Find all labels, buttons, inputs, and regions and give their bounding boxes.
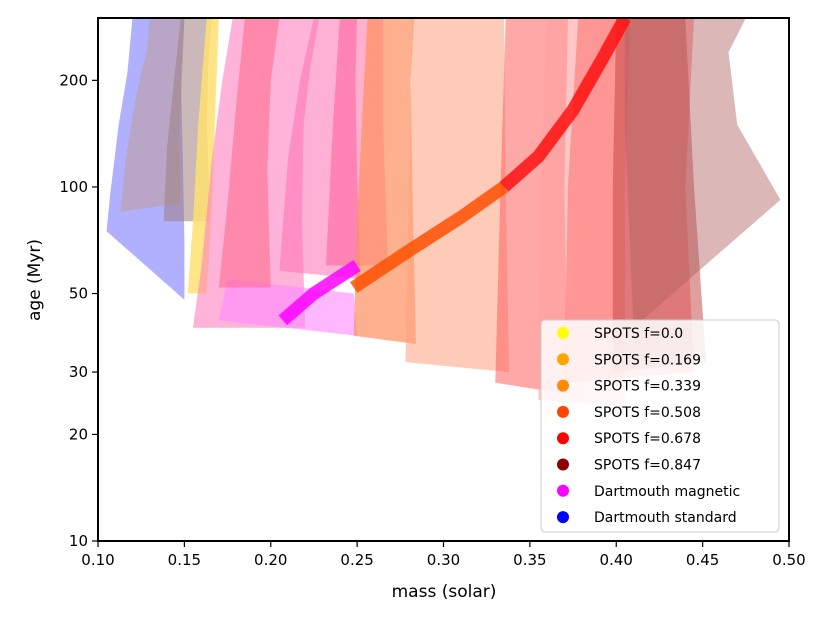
legend-marker bbox=[557, 511, 569, 524]
legend-marker bbox=[557, 432, 569, 445]
band-darkred-1 bbox=[612, 18, 707, 373]
legend-marker bbox=[557, 405, 569, 418]
legend-label: SPOTS f=0.508 bbox=[594, 405, 701, 421]
series-line-3 bbox=[499, 18, 631, 192]
legend-label: SPOTS f=0.678 bbox=[594, 431, 701, 447]
legend-label: SPOTS f=0.169 bbox=[594, 352, 701, 368]
legend-marker bbox=[557, 458, 569, 471]
x-axis-label: mass (solar) bbox=[392, 582, 497, 602]
legend-label: SPOTS f=0.0 bbox=[594, 326, 683, 342]
y-axis: 10 20 30 50 100 200 bbox=[59, 71, 98, 550]
x-tick-label: 0.10 bbox=[81, 551, 114, 569]
track-layer bbox=[278, 18, 631, 326]
y-tick-label: 100 bbox=[59, 178, 88, 196]
x-axis: 0.10 0.15 0.20 0.25 0.30 0.35 0.40 0.45 0.50 bbox=[81, 541, 806, 569]
x-tick-label: 0.25 bbox=[340, 551, 373, 569]
y-tick-label: 20 bbox=[69, 425, 88, 443]
legend-marker bbox=[557, 379, 569, 392]
x-tick-label: 0.15 bbox=[168, 551, 201, 569]
legend-label: SPOTS f=0.339 bbox=[594, 379, 701, 395]
x-tick-label: 0.40 bbox=[600, 551, 633, 569]
series-line-1 bbox=[278, 260, 361, 326]
x-tick-label: 0.20 bbox=[254, 551, 287, 569]
legend-marker bbox=[557, 327, 569, 339]
band-yellow bbox=[187, 18, 219, 294]
band-pink-2 bbox=[279, 18, 361, 279]
y-tick-label: 30 bbox=[69, 363, 88, 381]
legend-label: SPOTS f=0.847 bbox=[594, 458, 701, 474]
legend-label: Dartmouth standard bbox=[594, 510, 737, 526]
x-tick-label: 0.30 bbox=[427, 551, 460, 569]
legend: SPOTS f=0.0 SPOTS f=0.169 SPOTS f=0.339 SPO… bbox=[540, 319, 780, 533]
x-tick-label: 0.50 bbox=[772, 551, 805, 569]
band-brown-2 bbox=[624, 18, 781, 328]
y-tick-label: 200 bbox=[59, 71, 88, 89]
legend-marker bbox=[557, 484, 569, 497]
legend-label: Dartmouth magnetic bbox=[594, 484, 740, 500]
x-tick-label: 0.45 bbox=[686, 551, 719, 569]
y-axis-label: age (Myr) bbox=[25, 239, 45, 321]
band-rose-1 bbox=[218, 18, 280, 288]
legend-box bbox=[540, 319, 780, 533]
y-tick-label: 50 bbox=[69, 285, 88, 303]
series-line-2 bbox=[350, 181, 508, 293]
y-tick-label: 10 bbox=[69, 532, 88, 550]
legend-marker bbox=[557, 353, 569, 366]
x-tick-label: 0.35 bbox=[513, 551, 546, 569]
band-salmon-1 bbox=[405, 18, 510, 373]
